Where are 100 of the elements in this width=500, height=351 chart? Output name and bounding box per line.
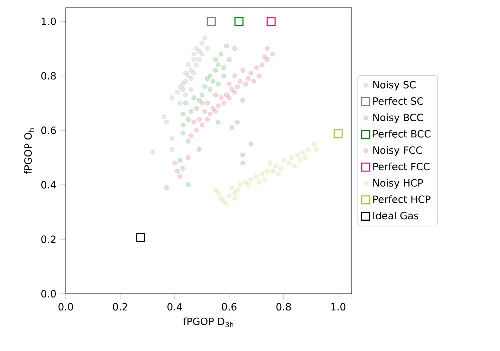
point	[222, 66, 226, 70]
point	[208, 87, 213, 92]
point	[234, 17, 244, 26]
point	[235, 188, 240, 193]
point	[216, 120, 221, 125]
point	[227, 194, 232, 198]
point	[300, 150, 306, 155]
point	[183, 70, 188, 76]
point	[260, 62, 265, 68]
point	[208, 112, 213, 117]
point	[180, 122, 186, 128]
point	[197, 147, 202, 152]
x-tick-label: 0.8	[276, 303, 292, 311]
x-axis-title: fPGOP D$_{3h}$	[184, 318, 234, 328]
point	[150, 150, 156, 155]
point	[216, 190, 221, 196]
point	[208, 74, 213, 78]
point	[183, 79, 188, 84]
point	[230, 185, 235, 190]
point	[197, 98, 202, 103]
point	[290, 155, 294, 160]
point	[334, 129, 343, 138]
point	[240, 98, 246, 103]
point	[222, 100, 226, 106]
point	[311, 142, 316, 147]
point	[268, 160, 273, 166]
point	[200, 92, 205, 98]
point	[186, 62, 191, 68]
point	[205, 46, 210, 52]
point	[205, 117, 210, 122]
point	[265, 57, 270, 62]
point	[218, 95, 224, 100]
point	[170, 147, 175, 152]
point	[306, 147, 311, 152]
x-tick-label: 0.2	[113, 303, 128, 311]
point	[186, 139, 191, 144]
y-tick-label: 0.2	[42, 236, 56, 244]
point	[248, 142, 254, 147]
point	[188, 109, 194, 114]
point	[202, 36, 208, 40]
point	[180, 82, 186, 87]
point	[273, 164, 278, 168]
legend-label: Perfect BCC	[374, 130, 431, 138]
point	[136, 233, 146, 242]
point	[254, 174, 260, 180]
point	[248, 177, 254, 182]
point	[213, 92, 218, 98]
point	[227, 95, 232, 100]
point	[282, 158, 286, 163]
point	[205, 100, 210, 106]
point	[230, 87, 235, 92]
point	[180, 130, 186, 136]
point	[216, 62, 221, 68]
point	[194, 106, 200, 112]
y-axis-title: fPGOP O$_{h}$	[24, 128, 34, 174]
point	[262, 54, 268, 60]
point	[178, 84, 183, 90]
point	[314, 147, 319, 152]
point	[192, 52, 196, 57]
point	[164, 185, 170, 190]
point	[227, 57, 232, 62]
legend-label: Noisy SC	[374, 80, 416, 91]
point	[175, 169, 180, 174]
legend-label: Perfect SC	[374, 97, 424, 106]
point	[262, 177, 268, 182]
point	[276, 172, 281, 177]
point	[278, 166, 284, 172]
point	[213, 57, 218, 62]
point	[303, 155, 308, 160]
point	[232, 74, 238, 78]
point	[216, 104, 221, 108]
point	[188, 76, 194, 82]
point	[180, 87, 186, 92]
point	[265, 169, 270, 174]
point	[286, 160, 292, 166]
point	[200, 100, 205, 106]
point	[206, 17, 216, 26]
point	[178, 174, 183, 180]
point	[192, 70, 196, 76]
point	[202, 84, 208, 90]
y-tick-label: 0.6	[42, 126, 56, 134]
point	[210, 106, 216, 112]
point	[202, 109, 208, 114]
point	[197, 57, 202, 62]
point	[194, 62, 200, 68]
y-tick-label: 1.0	[42, 18, 56, 26]
point	[265, 46, 270, 52]
point	[213, 68, 218, 74]
point	[235, 120, 240, 125]
point	[252, 79, 256, 84]
point	[295, 152, 300, 158]
point	[213, 109, 218, 114]
x-tick-label: 0.0	[58, 303, 74, 311]
point	[186, 155, 191, 160]
point	[188, 68, 194, 74]
point	[224, 92, 230, 98]
point	[194, 46, 200, 52]
point	[222, 74, 226, 78]
point	[200, 52, 205, 57]
legend-label: Perfect FCC	[374, 162, 430, 171]
